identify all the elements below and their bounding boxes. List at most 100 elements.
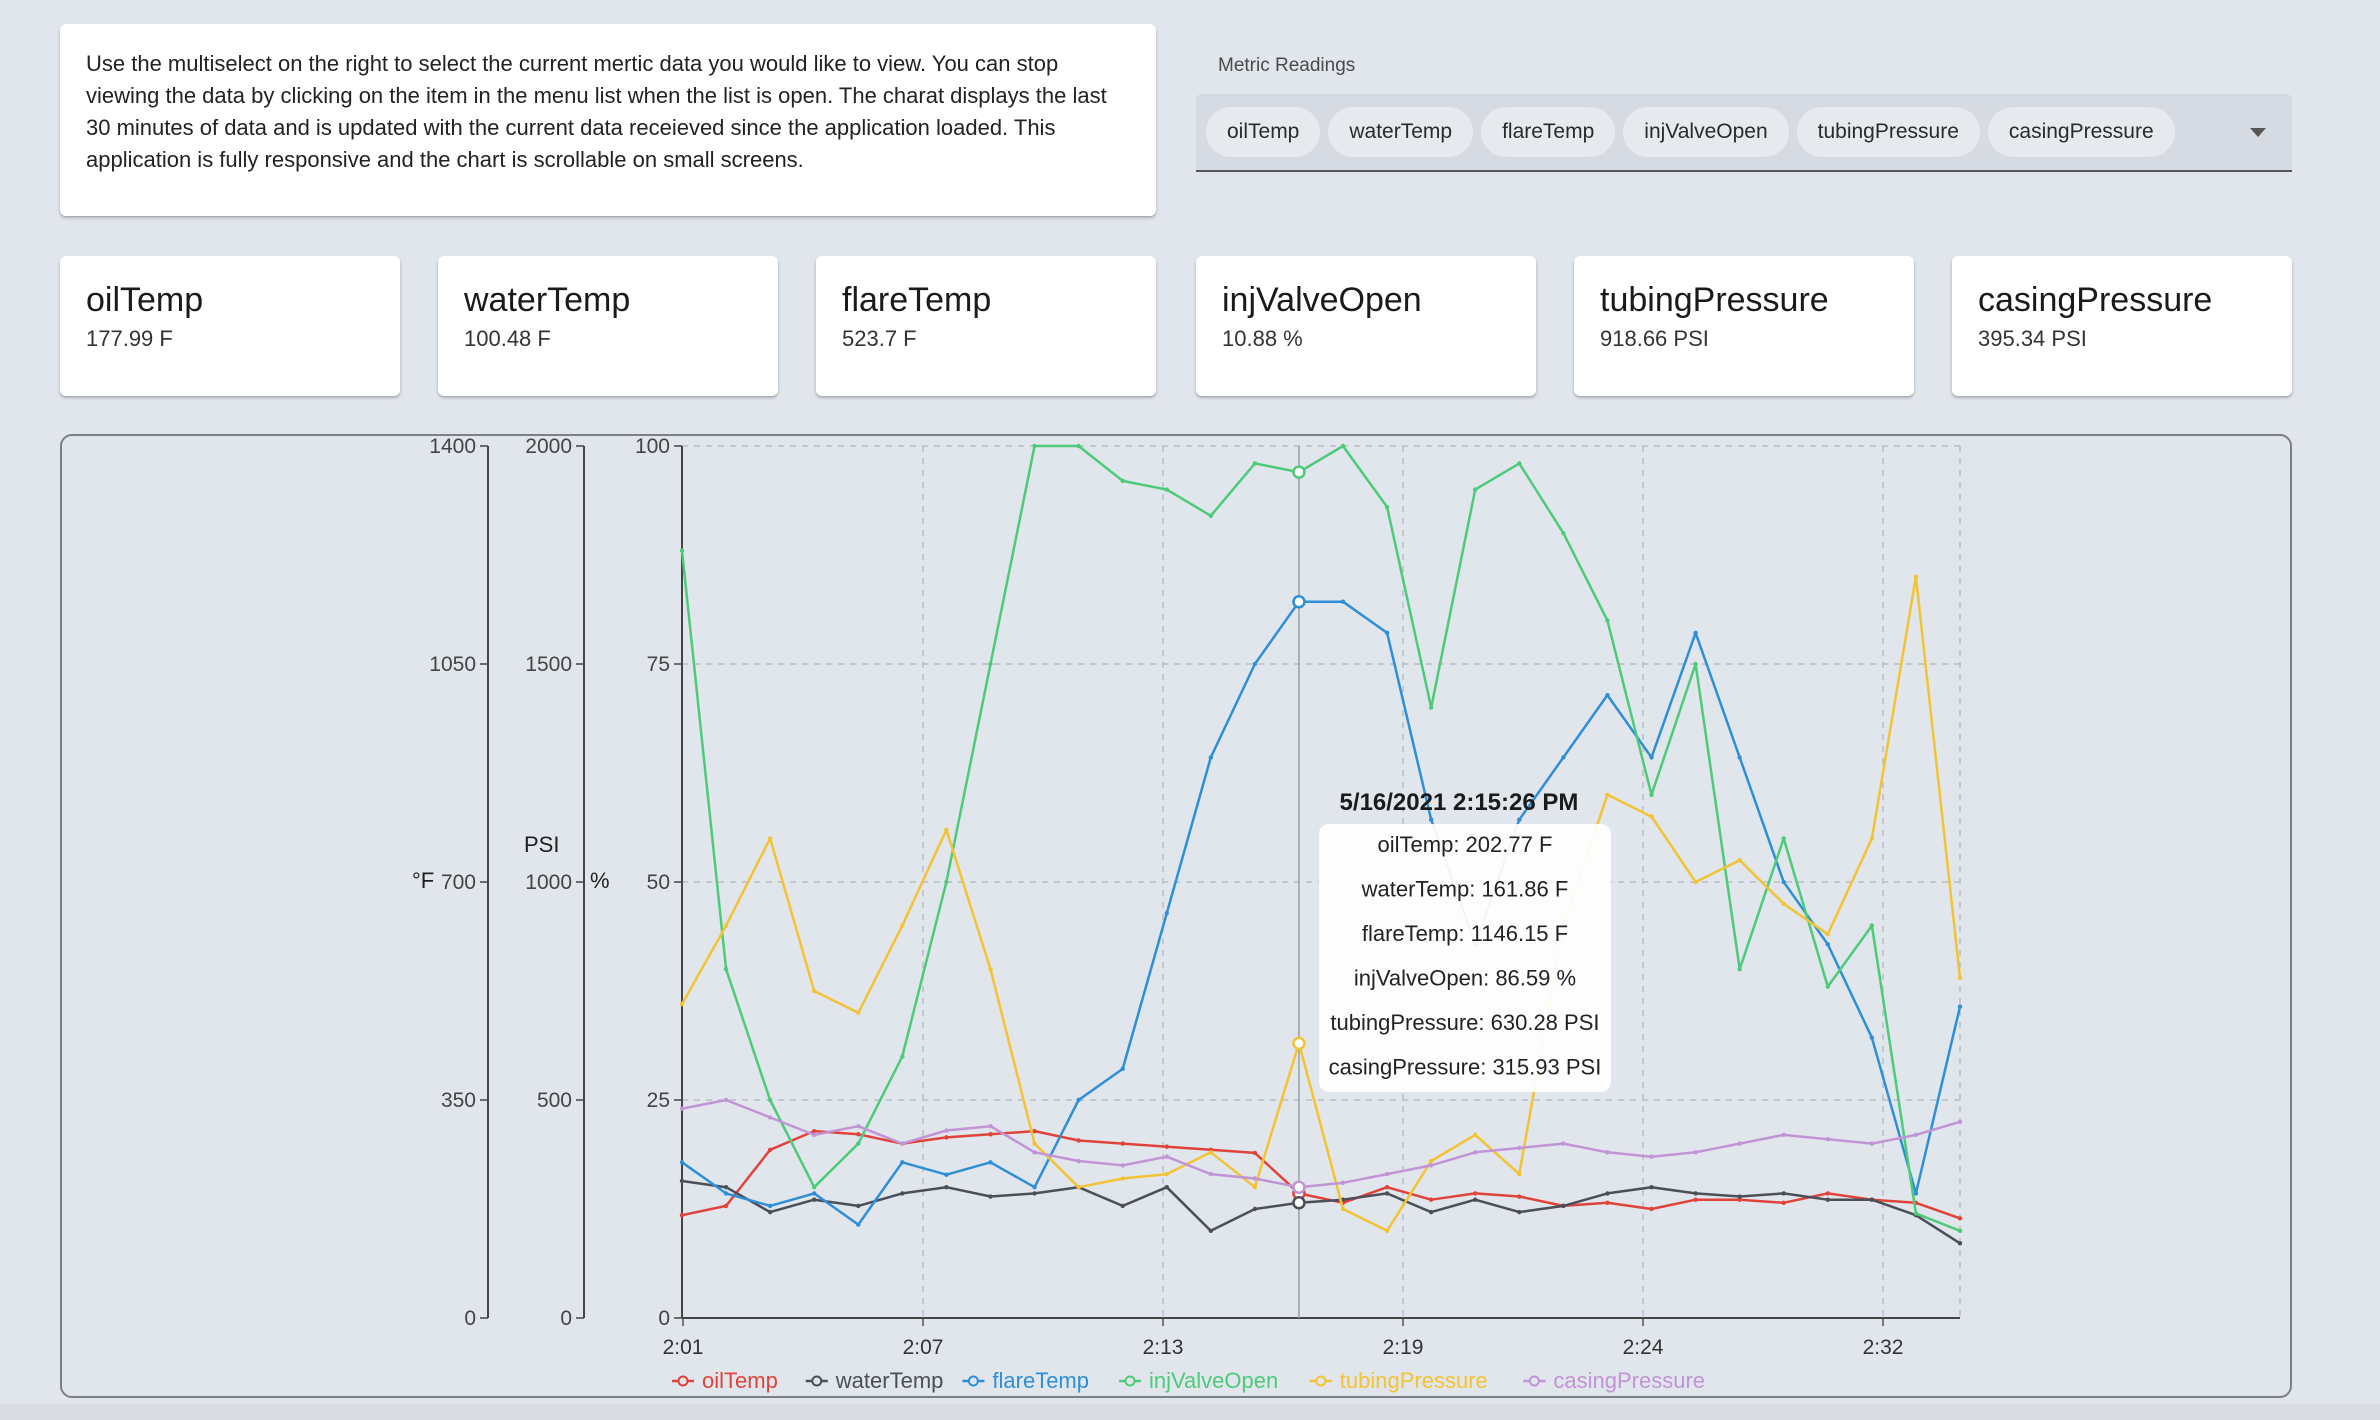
data-point-injValveOpen bbox=[1032, 443, 1037, 449]
data-point-casingPressure bbox=[812, 1132, 817, 1138]
data-point-waterTemp bbox=[1032, 1191, 1037, 1196]
data-point-oilTemp bbox=[1473, 1191, 1478, 1196]
data-point-injValveOpen bbox=[1252, 461, 1258, 466]
x-tick-label: 2:32 bbox=[1863, 1336, 1904, 1359]
data-point-casingPressure bbox=[1164, 1154, 1169, 1159]
y-tick-label: 350 bbox=[441, 1089, 476, 1112]
data-point-flareTemp bbox=[1693, 630, 1698, 636]
tooltip-line: casingPressure: 315.93 PSI bbox=[1329, 1055, 1602, 1080]
data-point-tubingPressure bbox=[1517, 1171, 1522, 1177]
data-point-oilTemp bbox=[856, 1132, 861, 1137]
data-point-injValveOpen bbox=[679, 548, 685, 553]
metric-name: injValveOpen bbox=[1222, 281, 1422, 319]
data-point-injValveOpen bbox=[1340, 443, 1346, 449]
data-point-tubingPressure bbox=[1825, 932, 1830, 937]
data-point-oilTemp bbox=[767, 1147, 773, 1153]
data-point-waterTemp bbox=[1737, 1194, 1742, 1199]
data-point-flareTemp bbox=[1649, 755, 1654, 760]
data-point-waterTemp bbox=[1164, 1185, 1169, 1190]
data-point-tubingPressure bbox=[1032, 1141, 1037, 1146]
data-point-tubingPressure bbox=[1164, 1171, 1169, 1177]
data-point-injValveOpen bbox=[812, 1185, 817, 1190]
data-point-oilTemp bbox=[944, 1135, 949, 1140]
data-point-casingPressure bbox=[1032, 1150, 1037, 1155]
data-point-tubingPressure bbox=[1340, 1206, 1346, 1212]
tooltip-line: oilTemp: 202.77 F bbox=[1378, 832, 1553, 857]
data-point-casingPressure bbox=[944, 1128, 949, 1133]
y-tick-label: 75 bbox=[647, 653, 670, 676]
data-point-flareTemp bbox=[1957, 1004, 1963, 1009]
series-line-flareTemp bbox=[681, 600, 1962, 1226]
data-point-injValveOpen bbox=[900, 1054, 905, 1059]
data-point-injValveOpen bbox=[1208, 513, 1214, 518]
y-tick-label: 2000 bbox=[525, 436, 572, 458]
data-point-tubingPressure bbox=[1473, 1132, 1478, 1138]
data-point-tubingPressure bbox=[1913, 574, 1919, 579]
data-point-waterTemp bbox=[679, 1178, 685, 1184]
legend-label-flareTemp[interactable]: flareTemp bbox=[992, 1368, 1089, 1393]
data-point-casingPressure bbox=[900, 1141, 905, 1146]
data-point-casingPressure bbox=[1473, 1150, 1478, 1155]
metric-name: waterTemp bbox=[464, 281, 631, 319]
data-point-injValveOpen bbox=[1561, 531, 1566, 536]
series-line-waterTemp bbox=[681, 1179, 1961, 1245]
data-point-injValveOpen bbox=[1693, 661, 1698, 667]
data-point-waterTemp bbox=[1384, 1191, 1390, 1196]
data-point-oilTemp bbox=[1693, 1197, 1698, 1202]
data-point-tubingPressure bbox=[900, 923, 905, 928]
data-point-oilTemp bbox=[1825, 1191, 1830, 1196]
legend-label-waterTemp[interactable]: waterTemp bbox=[835, 1368, 944, 1393]
data-point-tubingPressure bbox=[1120, 1176, 1125, 1181]
data-point-flareTemp bbox=[944, 1172, 949, 1177]
metric-card-flaretemp: flareTemp 523.7 F bbox=[816, 256, 1156, 396]
metric-multiselect[interactable]: oilTemp waterTemp flareTemp injValveOpen… bbox=[1196, 94, 2292, 172]
data-point-flareTemp bbox=[679, 1160, 685, 1165]
chip-flaretemp[interactable]: flareTemp bbox=[1481, 107, 1616, 157]
data-point-waterTemp bbox=[1957, 1241, 1963, 1246]
data-point-waterTemp bbox=[1517, 1209, 1522, 1215]
series-line-oilTemp bbox=[681, 1129, 1961, 1220]
metric-card-watertemp: waterTemp 100.48 F bbox=[438, 256, 778, 396]
data-point-waterTemp bbox=[1869, 1197, 1875, 1202]
data-point-casingPressure bbox=[1737, 1141, 1742, 1146]
chip-casingpressure[interactable]: casingPressure bbox=[1987, 107, 2175, 157]
legend-label-oilTemp[interactable]: oilTemp bbox=[702, 1368, 778, 1393]
data-point-injValveOpen bbox=[1517, 461, 1522, 466]
chip-injvalveopen[interactable]: injValveOpen bbox=[1623, 107, 1789, 157]
tooltip-box bbox=[1318, 824, 1611, 1092]
data-point-flareTemp bbox=[1032, 1185, 1037, 1190]
x-tick-label: 2:19 bbox=[1383, 1336, 1424, 1359]
legend-label-tubingPressure[interactable]: tubingPressure bbox=[1340, 1368, 1488, 1393]
data-point-tubingPressure bbox=[1428, 1158, 1434, 1164]
data-point-waterTemp bbox=[1208, 1228, 1214, 1233]
metric-name: flareTemp bbox=[842, 281, 992, 319]
legend-label-injValveOpen[interactable]: injValveOpen bbox=[1149, 1368, 1278, 1393]
chip-watertemp[interactable]: waterTemp bbox=[1328, 107, 1474, 157]
legend-label-casingPressure[interactable]: casingPressure bbox=[1553, 1368, 1705, 1393]
metric-value: 10.88 % bbox=[1222, 326, 1303, 351]
horizontal-scrollbar[interactable] bbox=[0, 1404, 2380, 1420]
caret-down-icon[interactable] bbox=[2250, 128, 2266, 137]
metric-value: 918.66 PSI bbox=[1600, 326, 1709, 351]
hover-marker-flareTemp bbox=[1292, 594, 1306, 609]
x-tick-label: 2:24 bbox=[1623, 1336, 1664, 1359]
metrics-line-chart[interactable]: 2:01 2:07 2:13 2:19 2:24 2:32 0 350 700 1050 1400 °… bbox=[62, 436, 2294, 1400]
data-point-casingPressure bbox=[723, 1097, 729, 1103]
data-point-waterTemp bbox=[1605, 1191, 1610, 1196]
data-point-flareTemp bbox=[1164, 910, 1169, 916]
data-point-tubingPressure bbox=[856, 1010, 861, 1015]
legend-marker-flareTemp bbox=[967, 1375, 979, 1387]
data-point-waterTemp bbox=[1473, 1197, 1478, 1202]
y-tick-label: 100 bbox=[635, 436, 670, 458]
chip-oiltemp[interactable]: oilTemp bbox=[1206, 107, 1321, 157]
data-point-casingPressure bbox=[1428, 1163, 1434, 1168]
chip-tubingpressure[interactable]: tubingPressure bbox=[1796, 107, 1980, 157]
data-point-waterTemp bbox=[767, 1209, 773, 1215]
y-tick-label: 1400 bbox=[429, 436, 476, 458]
metric-value: 100.48 F bbox=[464, 326, 551, 351]
x-tick-label: 2:13 bbox=[1143, 1336, 1184, 1359]
metric-card-casingpressure: casingPressure 395.34 PSI bbox=[1952, 256, 2292, 396]
data-point-flareTemp bbox=[1340, 599, 1346, 604]
x-tick-label: 2:07 bbox=[903, 1336, 944, 1359]
metric-value: 523.7 F bbox=[842, 326, 917, 351]
